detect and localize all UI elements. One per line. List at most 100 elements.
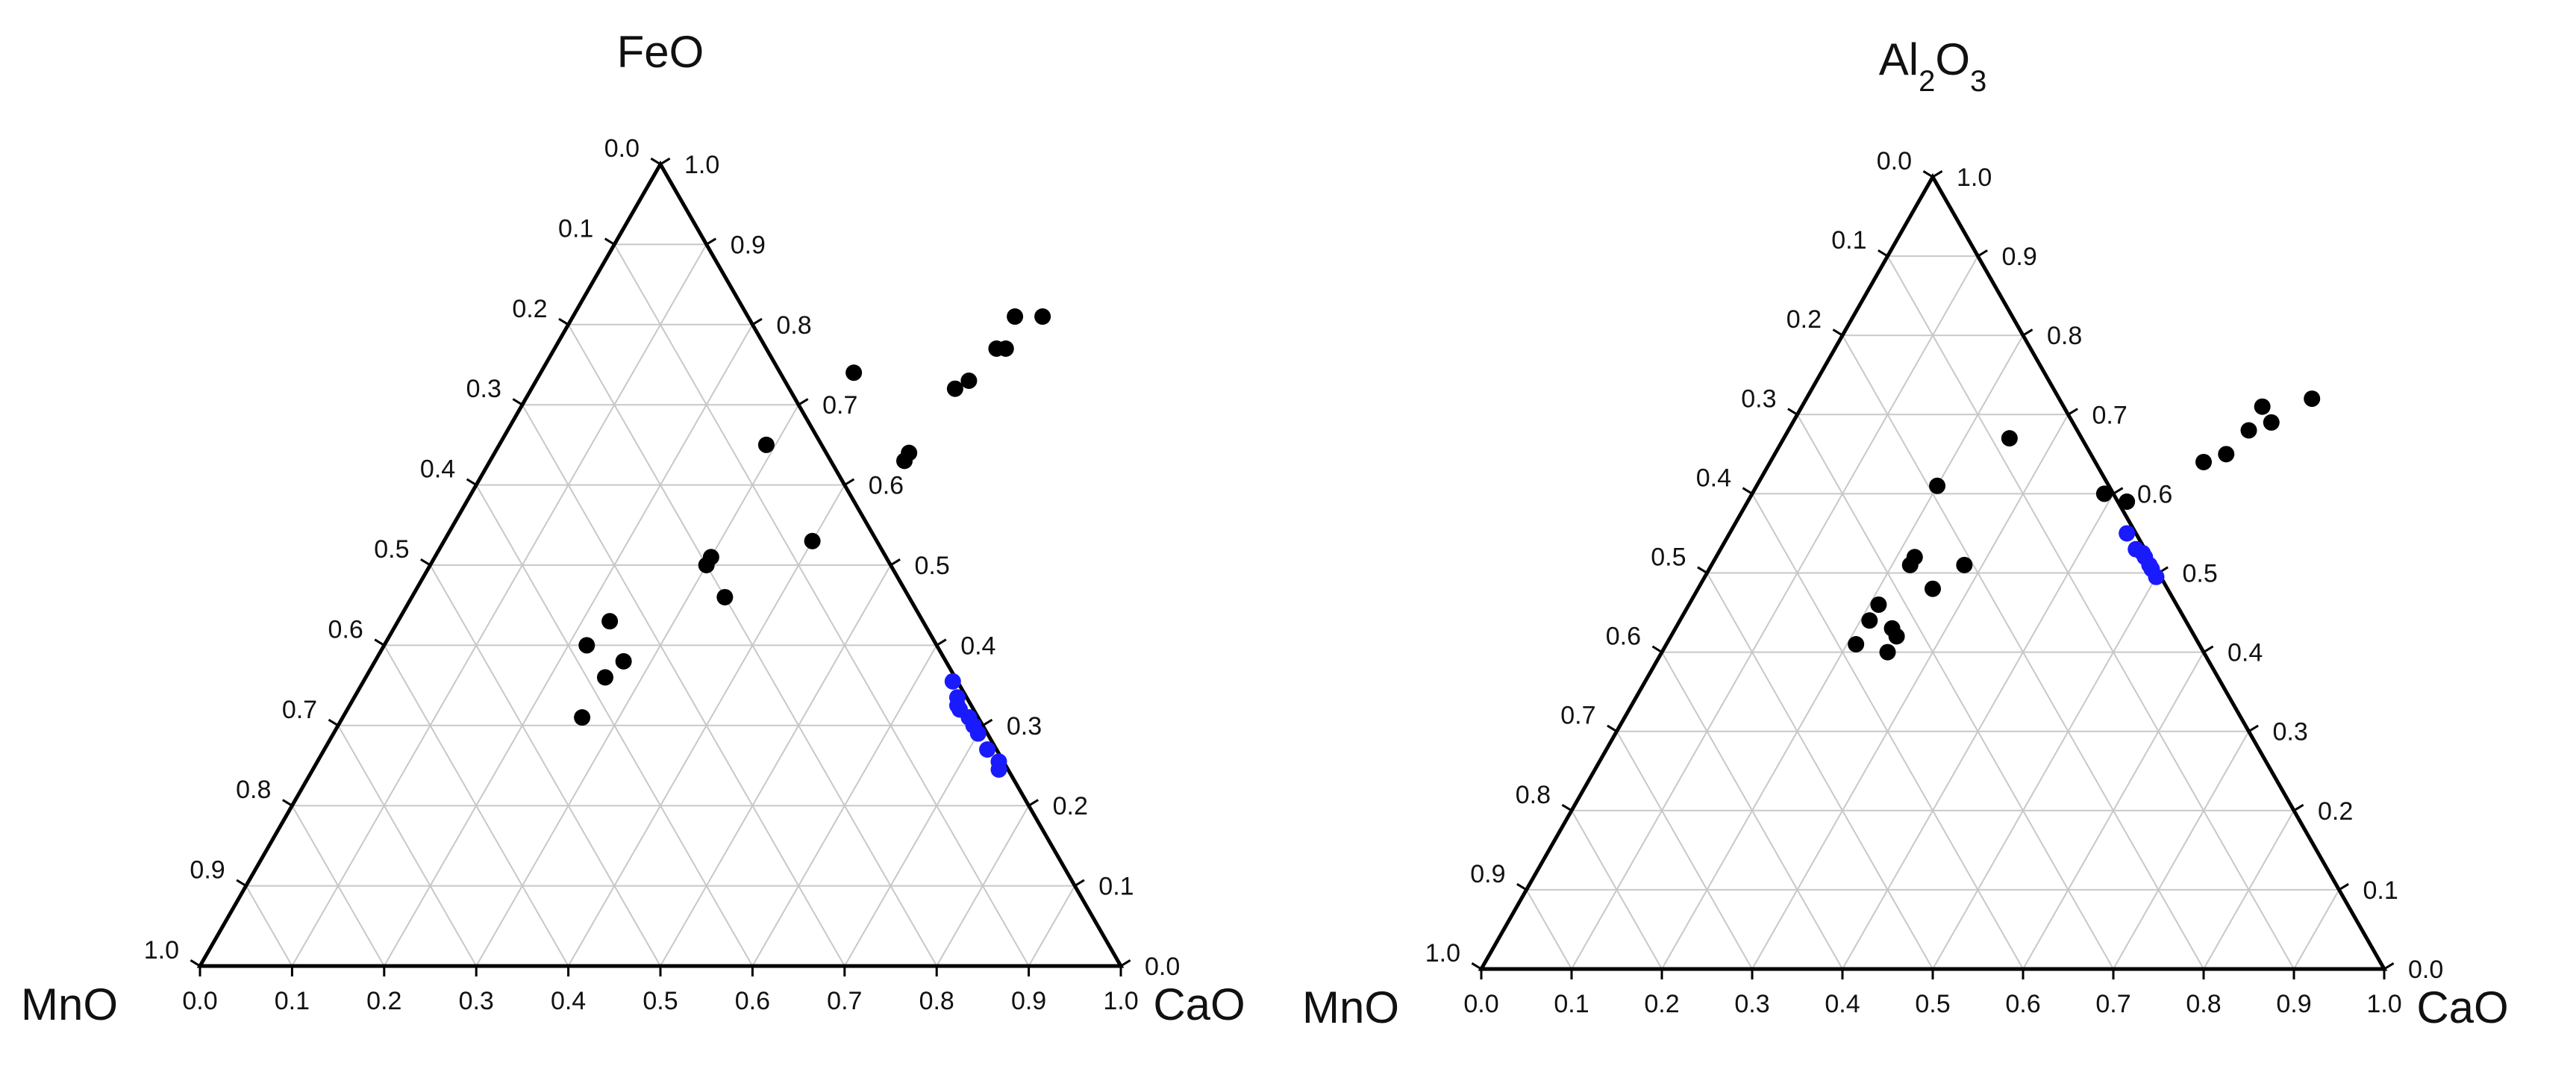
tick-mark [2113,487,2124,495]
left-edge-tick-label: 0.9 [190,856,225,885]
tick-mark [751,317,763,326]
tick-mark [1607,724,1618,732]
grid-line [613,243,1030,967]
left-edge-tick-label: 0.3 [1741,384,1776,413]
left-edge-tick-label: 0.6 [328,615,363,644]
black-data-point [946,380,963,397]
grid-line [245,885,293,967]
left-edge-tick-label: 0.1 [558,214,593,243]
tick-mark [650,158,661,166]
grid-line [1796,414,2114,970]
right-edge-tick-label: 0.6 [2137,480,2172,508]
bottom-edge-tick-label: 0.4 [1825,990,1860,1018]
black-data-point [1925,580,1941,597]
right-edge-tick-label: 0.9 [2002,243,2037,271]
tick-mark [604,237,616,246]
right-edge-tick-label: 0.2 [2318,797,2353,826]
bottom-edge-tick-label: 0.7 [827,987,862,1015]
tick-mark [1697,566,1708,574]
tick-mark [982,718,993,727]
grid-line [383,644,569,967]
bottom-edge-tick-label: 0.2 [1644,990,1679,1018]
black-data-point [2254,398,2271,415]
bottom-edge-tick-label: 0.0 [1463,990,1498,1018]
grid-line [337,725,478,967]
left-edge-tick-label: 0.1 [1831,226,1866,255]
black-data-point [2304,390,2321,408]
black-data-point [578,637,595,654]
left-edge-tick-label: 0.2 [512,295,547,323]
feo-ternary-chart: 0.01.00.00.10.90.10.20.80.20.30.70.30.40… [21,27,1245,1029]
grid-line [291,243,707,967]
right-edge-tick-label: 0.5 [915,552,950,580]
grid-line [1525,889,1572,970]
black-data-point [960,372,978,389]
right-edge-tick-label: 0.3 [1007,712,1042,741]
tick-mark [2293,803,2304,812]
black-data-point [1870,596,1887,613]
grid-line [2293,889,2340,970]
tick-labels: 0.01.00.00.10.90.10.20.80.20.30.70.30.40… [1425,147,2444,1018]
grid-line [1571,810,1663,970]
grid-line [843,725,984,967]
grid-line [751,644,938,967]
right-vertex-label: CaO [1153,979,1245,1029]
grid-line [475,404,799,967]
tick-mark [660,158,671,166]
tick-mark [190,959,201,968]
black-data-point [845,364,863,381]
black-data-point [997,340,1014,358]
al2o3-ternary-chart: 0.01.00.00.10.90.10.20.80.20.30.70.30.40… [1302,34,2509,1032]
left-edge-tick-label: 0.5 [1651,543,1686,572]
bottom-edge-tick-label: 1.0 [2366,990,2401,1018]
tick-mark [2022,328,2033,337]
grid-line [936,805,1030,967]
grid-line [2113,731,2250,970]
grid-line [1706,573,1933,970]
tick-mark [1742,487,1753,495]
grid-line [1028,885,1076,967]
right-edge-tick-label: 0.1 [2363,876,2398,905]
left-edge-tick-label: 0.0 [604,134,640,163]
bottom-edge-tick-label: 0.5 [643,987,678,1015]
left-edge-tick-label: 0.4 [1696,464,1731,492]
chart-title: Al2O3 [1879,34,1987,98]
blue-data-point [948,697,966,714]
tick-mark [1074,879,1085,887]
bottom-edge-tick-label: 0.8 [919,987,954,1015]
left-edge-tick-label: 0.7 [1560,702,1595,730]
right-edge-tick-label: 0.9 [731,231,766,259]
title-subscript: 3 [1970,65,1986,98]
right-edge-tick-label: 0.5 [2183,560,2218,588]
black-data-point [1848,635,1865,652]
black-data-point [1929,477,1946,494]
grid-line [291,805,385,967]
tick-mark [1787,408,1798,416]
grid-line [1886,255,2295,970]
black-data-point [2095,485,2113,502]
series-blue [944,673,1007,778]
black-data-point [574,709,591,726]
bottom-edge-tick-label: 0.4 [551,987,586,1015]
tick-mark [1832,328,1843,337]
bottom-edge-tick-label: 0.3 [1734,990,1769,1018]
bottom-edge-tick-label: 0.6 [735,987,770,1015]
tick-mark [936,638,947,646]
left-edge-tick-label: 0.9 [1470,860,1505,888]
grid-line [1751,414,2069,970]
tick-mark [1028,799,1039,807]
left-edge-tick-label: 0.8 [1516,781,1551,809]
tick-mark [1651,645,1663,653]
black-data-point [1901,556,1919,573]
black-data-point [716,588,734,605]
tick-mark [890,558,901,567]
black-data-point [615,652,632,670]
right-edge-tick-label: 0.3 [2273,718,2308,747]
bottom-edge-tick-label: 0.6 [2005,990,2040,1018]
blue-data-point [969,725,987,742]
tick-mark [798,398,809,406]
right-edge-tick-label: 0.1 [1098,873,1134,901]
grid-line [2022,652,2204,970]
title-subscript: 2 [1919,65,1935,98]
grid-line [1571,255,1979,970]
